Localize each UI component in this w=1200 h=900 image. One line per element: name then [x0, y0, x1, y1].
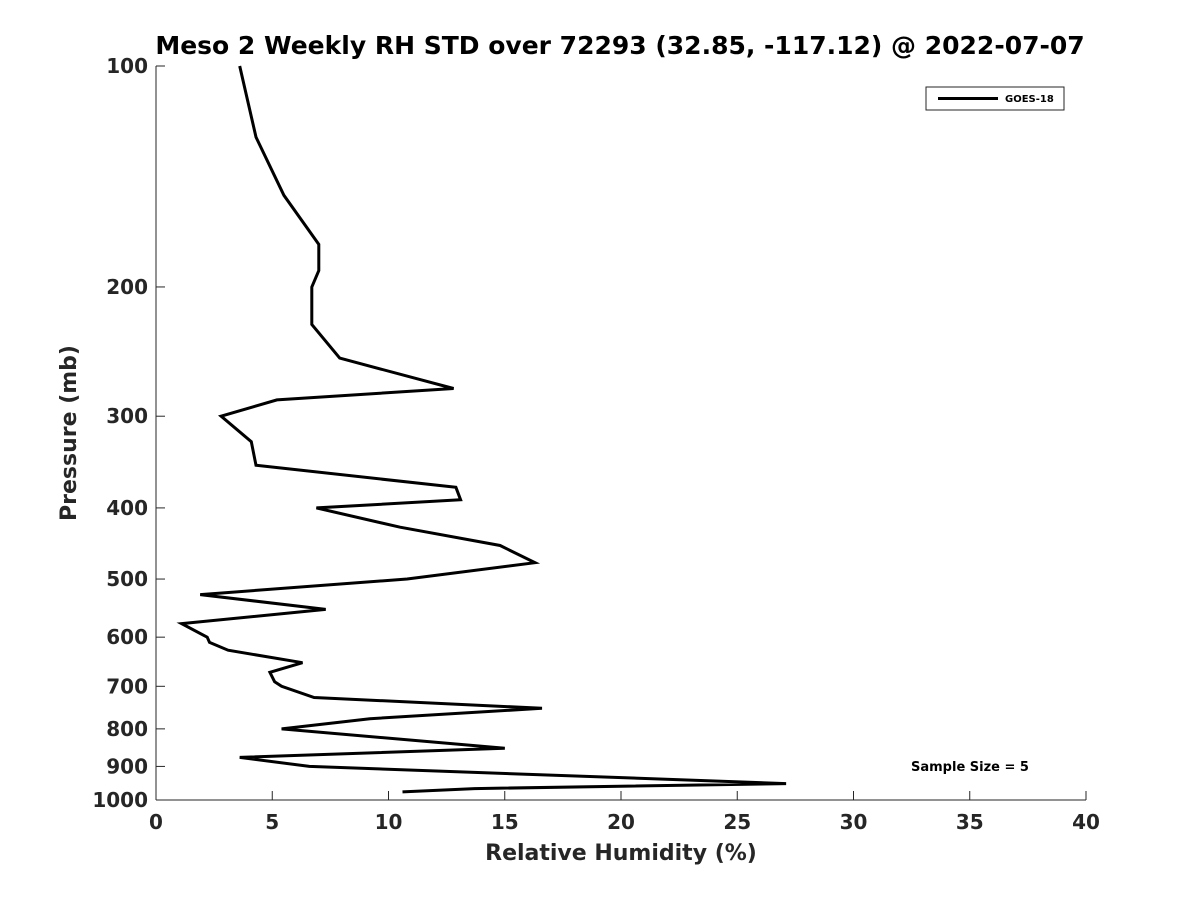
y-tick-label: 300 [106, 404, 148, 428]
x-tick-label: 5 [265, 810, 279, 834]
y-tick-label: 100 [106, 54, 148, 78]
y-tick-label: 400 [106, 496, 148, 520]
x-tick-label: 40 [1072, 810, 1100, 834]
series-line-goes-18 [176, 65, 787, 794]
x-tick-label: 35 [956, 810, 984, 834]
x-axis-title: Relative Humidity (%) [485, 841, 757, 866]
y-tick-label: 500 [106, 567, 148, 591]
x-tick-label: 15 [491, 810, 519, 834]
x-tick-label: 0 [149, 810, 163, 834]
legend: GOES-18 [925, 86, 1065, 111]
legend-label-goes-18: GOES-18 [1005, 94, 1054, 105]
y-tick-label: 700 [106, 674, 148, 698]
chart-title: Meso 2 Weekly RH STD over 72293 (32.85, … [155, 31, 1084, 60]
x-tick-label: 30 [840, 810, 868, 834]
y-tick-label: 1000 [92, 788, 148, 812]
y-axis-ticks: 100 200 300 400 500 600 700 800 900 1000 [92, 54, 165, 812]
x-axis-ticks: 0 5 10 15 20 25 30 35 40 [149, 791, 1100, 834]
sample-size-annotation: Sample Size = 5 [911, 760, 1029, 775]
x-tick-label: 25 [723, 810, 751, 834]
series-layer [176, 65, 787, 794]
x-tick-label: 10 [375, 810, 403, 834]
y-tick-label: 800 [106, 717, 148, 741]
y-tick-label: 200 [106, 275, 148, 299]
y-tick-label: 600 [106, 625, 148, 649]
y-tick-label: 900 [106, 754, 148, 778]
y-axis-title: Pressure (mb) [57, 345, 82, 521]
x-tick-label: 20 [607, 810, 635, 834]
